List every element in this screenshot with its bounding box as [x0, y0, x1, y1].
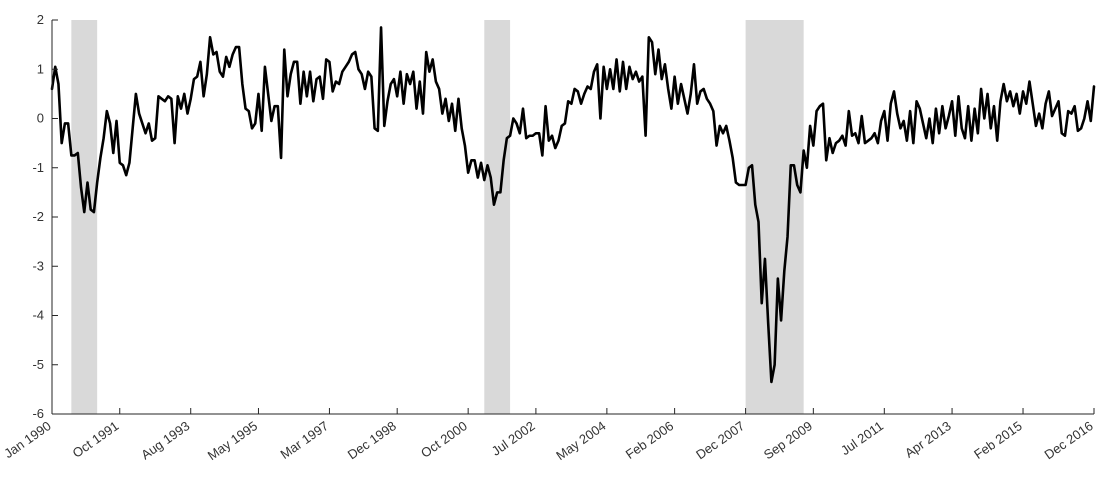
y-tick-label: -4 [32, 308, 44, 323]
x-tick-label: May 1995 [205, 418, 260, 463]
x-tick-label: May 2004 [553, 418, 608, 463]
y-tick-label: 0 [37, 111, 44, 126]
y-tick-label: -2 [32, 209, 44, 224]
y-tick-label: 2 [37, 12, 44, 27]
x-tick-label: Jan 1990 [1, 418, 53, 461]
x-tick-label: Dec 1998 [345, 418, 399, 462]
series-line-0 [50, 26, 1096, 384]
x-tick-label: Aug 1993 [138, 418, 192, 462]
x-tick-label: Jul 2002 [489, 418, 538, 458]
x-tick-label: Feb 2015 [971, 418, 1025, 462]
series-line-layer [50, 26, 1096, 384]
x-tick-label: Oct 1991 [70, 418, 122, 461]
x-tick-label: Mar 1997 [278, 418, 332, 462]
y-tick-label: -1 [32, 160, 44, 175]
y-tick-label: -5 [32, 357, 44, 372]
x-tick-label: Feb 2006 [623, 418, 677, 462]
x-tick-label: Dec 2007 [693, 418, 747, 462]
x-tick-label: Dec 2016 [1042, 418, 1096, 462]
shaded-periods [71, 20, 804, 414]
axes [51, 19, 1095, 415]
y-tick-label: 1 [37, 61, 44, 76]
shaded-period-0 [71, 20, 98, 414]
y-tick-label: -6 [32, 406, 44, 421]
x-tick-label: Oct 2000 [418, 418, 470, 461]
shaded-period-1 [484, 20, 511, 414]
x-tick-label: Sep 2009 [761, 418, 815, 462]
y-tick-label: -3 [32, 258, 44, 273]
x-tick-label: Jul 2011 [838, 418, 886, 458]
x-tick-label: Apr 2013 [902, 418, 954, 461]
